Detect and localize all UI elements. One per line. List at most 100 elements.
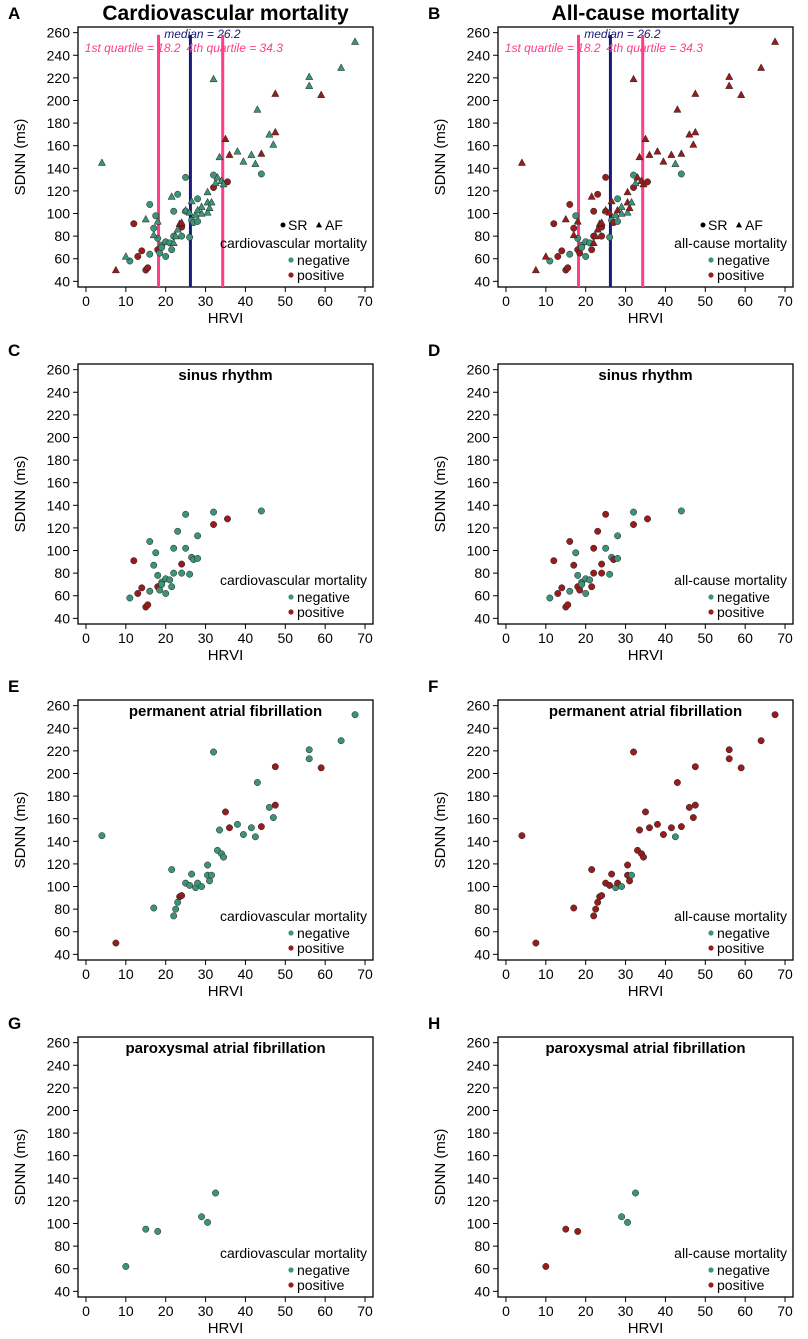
panel-a-point-negative xyxy=(97,158,106,166)
panel-d-y-tick-label: 80 xyxy=(474,565,490,581)
panel-d-letter: D xyxy=(428,341,440,360)
panel-b-point-positive xyxy=(635,152,644,161)
panel-h-legend-positive-label: positive xyxy=(717,1277,765,1293)
panel-g-point-negative xyxy=(154,1227,162,1235)
panel-e-x-tick-label: 50 xyxy=(278,966,294,982)
panel-e-y-tick-label: 120 xyxy=(47,856,71,872)
panel-d-x-axis-label: HRVI xyxy=(628,647,664,664)
panel-d-y-tick-label: 260 xyxy=(467,362,491,378)
panel-e-legend-negative-marker xyxy=(288,930,294,936)
panel-f-point-positive xyxy=(757,737,765,745)
panel-d-y-tick-label: 180 xyxy=(467,452,491,468)
panel-d-legend-positive-marker xyxy=(708,609,714,615)
panel-b-y-tick-label: 100 xyxy=(467,206,491,222)
panel-b-point-negative xyxy=(578,243,586,251)
panel-c-point-negative xyxy=(146,587,154,595)
panel-e-letter: E xyxy=(8,677,19,696)
panel-a-point-negative xyxy=(146,201,154,208)
panel-f-point-positive xyxy=(691,763,699,771)
panel-e-y-tick-label: 180 xyxy=(47,788,71,804)
panel-b-q4-label: 4th quartile = 34.3 xyxy=(607,41,704,55)
panel-h-point-positive xyxy=(542,1263,550,1270)
panel-b-point-positive xyxy=(594,190,602,198)
panel-c-y-tick-label: 180 xyxy=(47,452,71,468)
panel-c-x-tick-label: 70 xyxy=(357,630,373,646)
panel-a-point-negative xyxy=(194,195,202,203)
panel-c-point-negative xyxy=(168,583,176,591)
panel-f-x-tick-label: 60 xyxy=(737,966,753,982)
panel-h-y-tick-label: 60 xyxy=(474,1261,490,1277)
panel-a-point-negative xyxy=(141,214,150,223)
panel-e-plot-frame xyxy=(77,699,374,961)
panel-a-point-negative xyxy=(187,196,196,205)
panel-b-point-positive xyxy=(531,265,540,274)
panel-h-y-axis-label: SDNN (ms) xyxy=(432,1129,449,1206)
panel-e-y-tick-label: 200 xyxy=(47,765,71,781)
panel-f-point-positive xyxy=(667,824,675,832)
panel-g-x-tick-label: 30 xyxy=(198,1303,214,1319)
panel-e-point-negative xyxy=(210,748,217,756)
panel-b-point-positive xyxy=(601,205,610,214)
panel-a-point-negative xyxy=(205,203,214,211)
panel-b-point-positive xyxy=(725,72,734,80)
panel-d-point-negative xyxy=(546,594,554,602)
panel-a-point-negative xyxy=(171,231,180,240)
panel-f-point-positive xyxy=(689,814,697,822)
panel-a-point-negative xyxy=(178,232,186,240)
panel-f-legend-positive-marker xyxy=(708,945,714,951)
panel-d-y-axis-label: SDNN (ms) xyxy=(432,456,449,533)
panel-e-point-negative xyxy=(269,814,277,822)
panel-a-legend-af-marker xyxy=(315,221,323,228)
panel-e-point-positive xyxy=(257,823,265,831)
panel-b-median-label: median = 26.2 xyxy=(584,27,661,41)
panel-a-point-negative xyxy=(191,210,200,218)
panel-e-y-tick-label: 80 xyxy=(54,901,70,917)
panel-h-title: paroxysmal atrial fibrillation xyxy=(545,1040,745,1057)
panel-d-legend-negative-marker xyxy=(708,594,714,600)
panel-e-point-negative xyxy=(172,905,180,913)
panel-a-point-negative xyxy=(251,159,260,167)
panel-a-point-positive xyxy=(271,89,280,97)
panel-b-x-tick-label: 30 xyxy=(618,293,634,309)
panel-d-point-negative xyxy=(574,571,582,579)
panel-c-point-positive xyxy=(130,557,138,565)
panel-e-point-negative xyxy=(351,711,359,719)
panel-g-y-tick-label: 60 xyxy=(54,1261,70,1277)
panel-c-y-tick-label: 200 xyxy=(47,429,71,445)
panel-f-point-negative xyxy=(618,883,626,890)
panel-h-point-positive xyxy=(574,1227,582,1235)
panel-b-legend-positive-label: positive xyxy=(717,267,765,283)
panel-b-legend-title: all-cause mortality xyxy=(674,235,787,251)
panel-c-x-tick-label: 10 xyxy=(118,630,134,646)
panel-a-legend-negative-marker xyxy=(288,257,294,263)
panel-b-point-positive xyxy=(771,37,780,45)
panel-a-point-negative xyxy=(150,224,158,232)
panel-g-point-negative xyxy=(204,1218,212,1226)
panel-b-point-positive xyxy=(561,214,570,223)
panel-e-point-negative xyxy=(208,871,215,879)
panel-a-point-negative xyxy=(174,190,182,198)
panel-a-point-negative xyxy=(233,147,242,155)
panel-c-y-axis-label: SDNN (ms) xyxy=(12,456,29,533)
panel-c-title: sinus rhythm xyxy=(178,367,272,384)
panel-d-y-tick-label: 120 xyxy=(467,520,491,536)
panel-e-point-negative xyxy=(305,746,313,754)
panel-e-point-negative xyxy=(253,779,261,786)
panel-a-y-tick-label: 40 xyxy=(54,273,70,289)
panel-b-point-positive xyxy=(659,157,668,165)
panel-c-point-positive xyxy=(224,515,231,523)
panel-f-point-positive xyxy=(630,748,637,756)
panel-b-legend-sr-label: SR xyxy=(708,217,727,233)
panel-a-point-negative xyxy=(253,105,262,113)
panel-a-letter: A xyxy=(8,4,20,23)
panel-c-y-tick-label: 120 xyxy=(47,520,71,536)
panel-b-point-positive xyxy=(550,220,558,228)
panel-a-y-tick-label: 80 xyxy=(54,228,70,244)
panel-a-legend-positive-label: positive xyxy=(297,267,345,283)
panel-b-point-positive xyxy=(573,217,582,225)
